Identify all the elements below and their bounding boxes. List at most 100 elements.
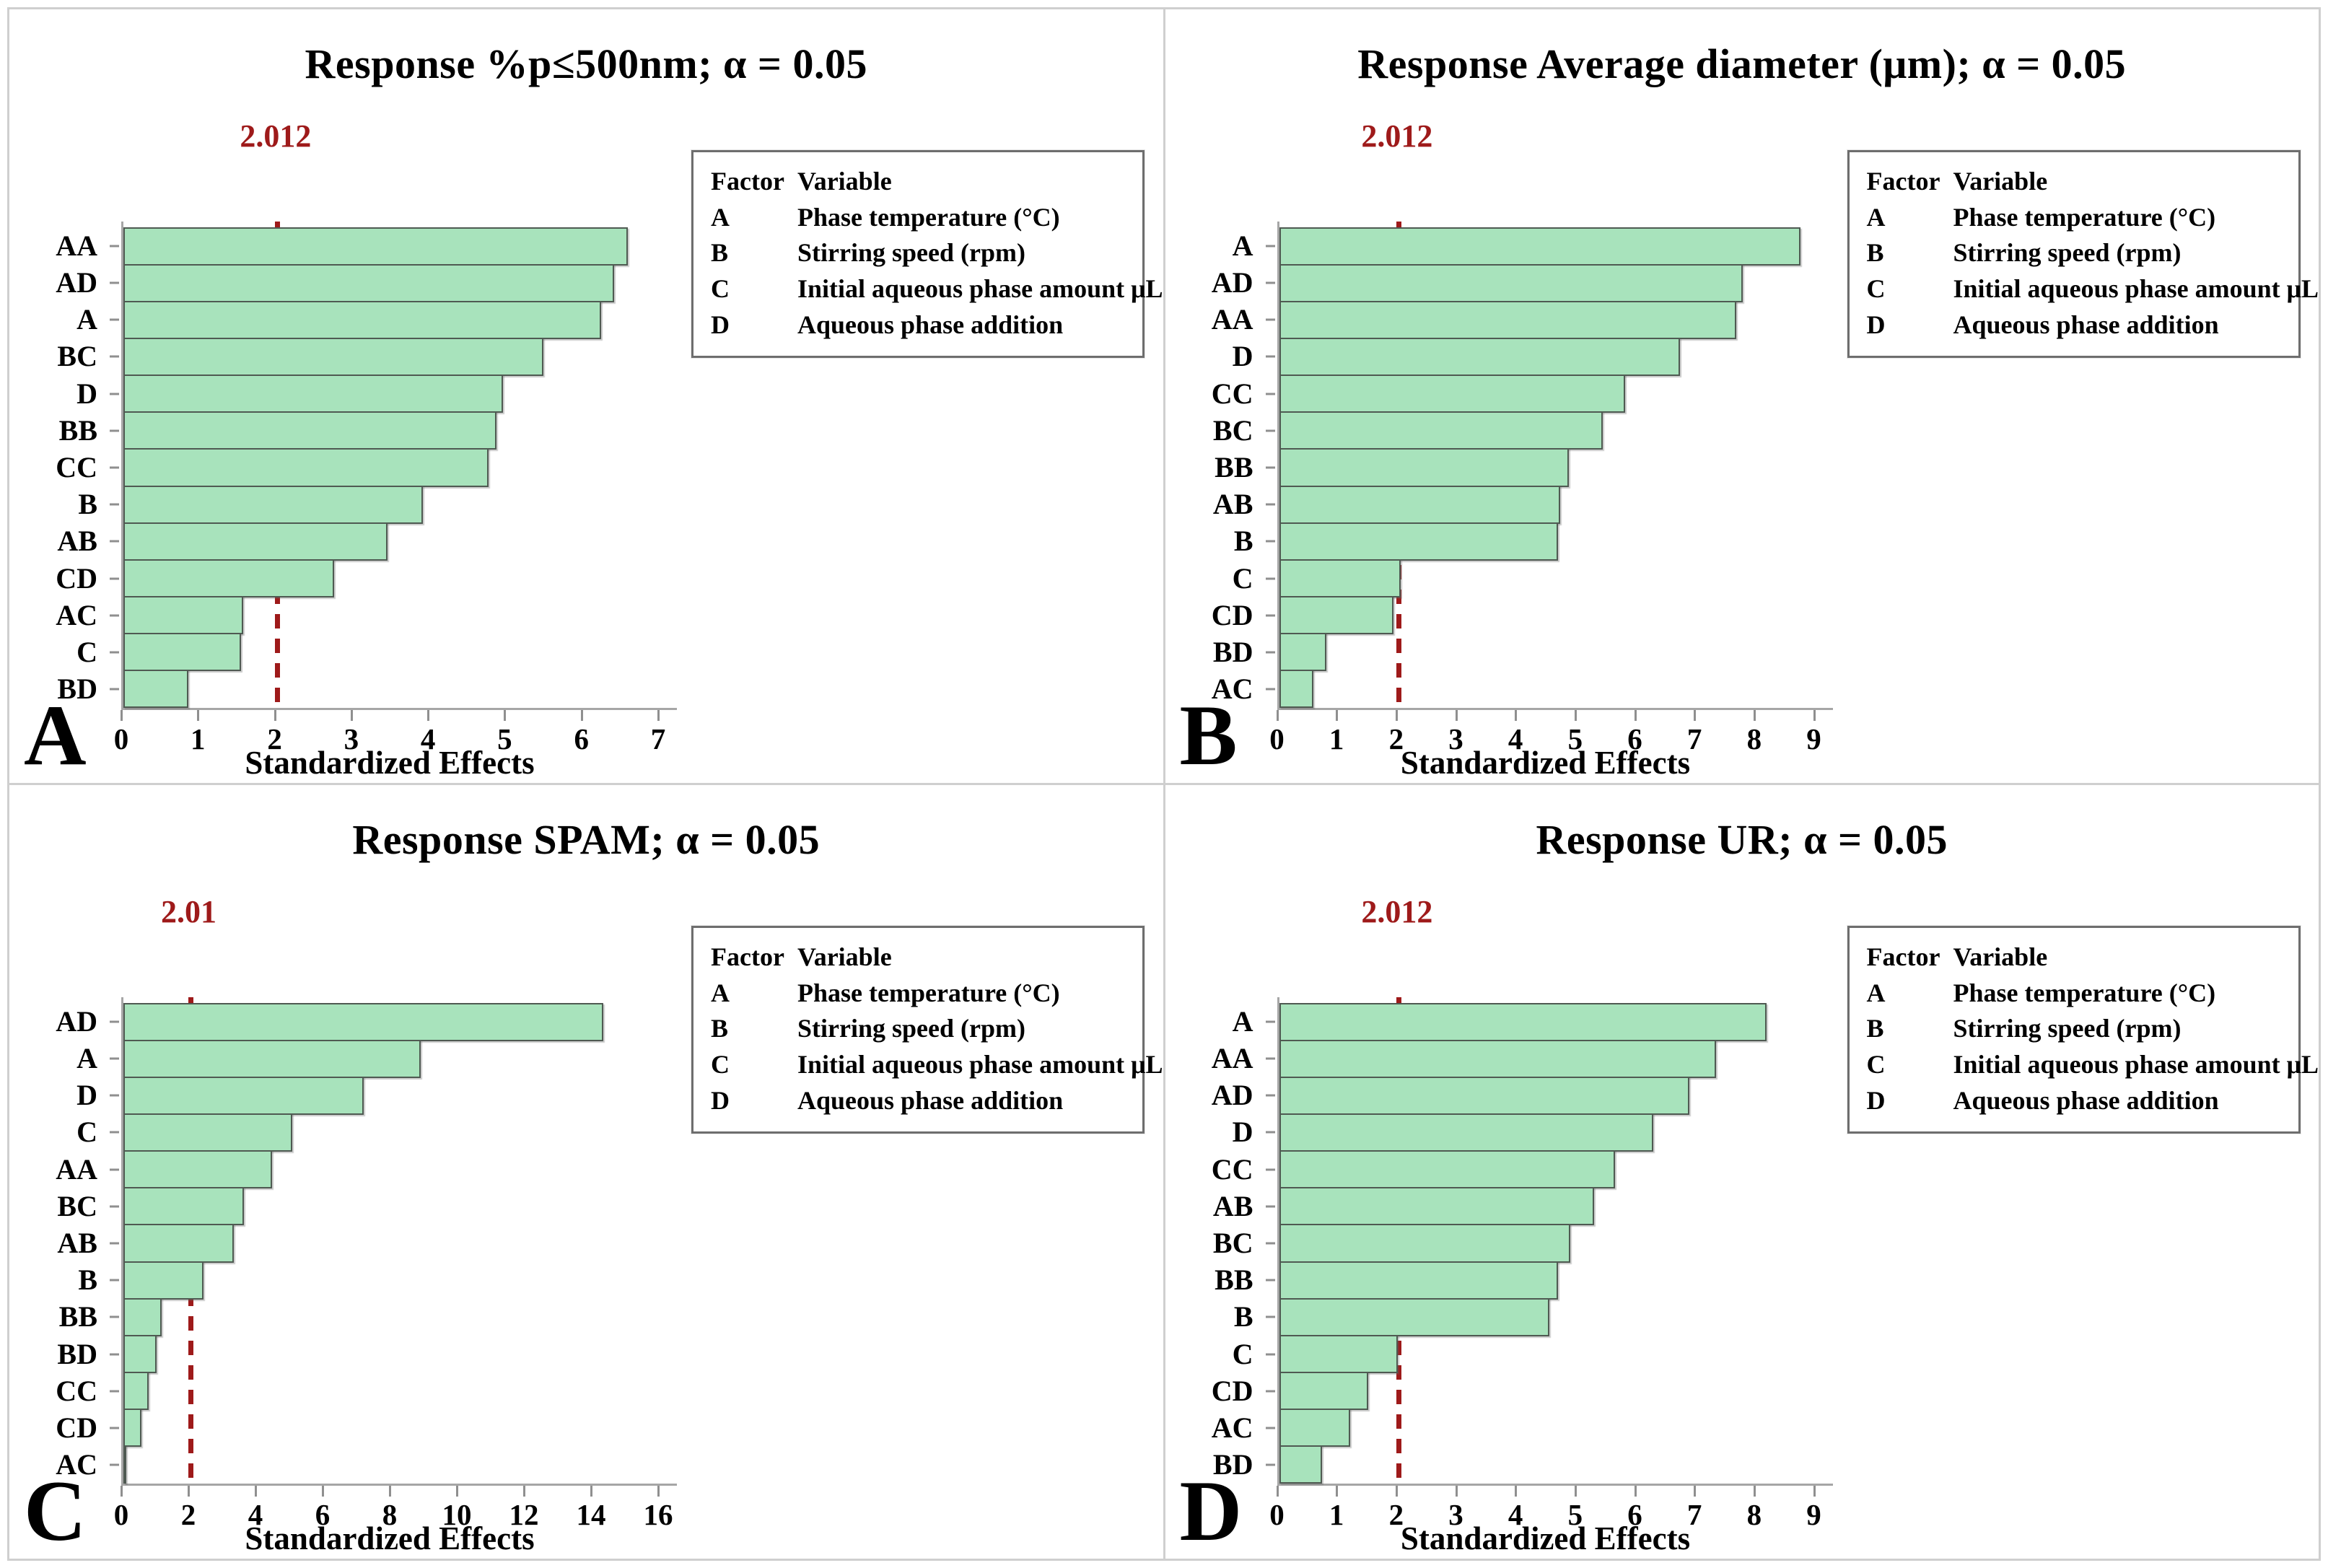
- y-tick-icon: [1265, 355, 1275, 358]
- y-tick-icon: [1265, 393, 1275, 395]
- x-tick-icon: [1276, 710, 1279, 721]
- x-tick-icon: [1694, 710, 1697, 721]
- bar: [1279, 1003, 1767, 1042]
- category-row: AD: [1165, 1077, 1275, 1113]
- bar-row: [123, 485, 658, 524]
- legend-factor: C: [1866, 1050, 1886, 1079]
- bar-row: [1279, 1077, 1814, 1116]
- bars: [1279, 227, 1814, 709]
- x-tick-icon: [1455, 710, 1458, 721]
- bar: [1279, 522, 1559, 561]
- category-label: AD: [1211, 1079, 1253, 1112]
- category-label: D: [1232, 1116, 1253, 1149]
- legend-variable: Variable: [797, 942, 892, 971]
- legend-factor: Factor: [711, 167, 784, 196]
- category-row: AC: [1165, 671, 1275, 708]
- bar: [1279, 1445, 1322, 1484]
- legend-header-row: Factor Variable: [1867, 164, 2290, 200]
- legend-factor: A: [1866, 978, 1886, 1007]
- category-label: BC: [57, 340, 97, 373]
- bar: [1279, 1371, 1368, 1410]
- bar: [123, 1150, 273, 1189]
- x-tick-label: 5: [1567, 722, 1583, 755]
- bar: [1279, 559, 1401, 597]
- bar: [123, 338, 544, 377]
- x-tick-icon: [322, 1486, 324, 1497]
- y-tick-icon: [110, 1020, 119, 1023]
- x-axis: 0 1 2 3 4 5 6 7 8 9: [1269, 708, 1833, 766]
- x-tick-icon: [121, 710, 123, 721]
- category-row: BC: [9, 1188, 119, 1225]
- category-label: CD: [1211, 1374, 1253, 1407]
- legend-factor: D: [711, 1085, 730, 1115]
- category-row: BC: [9, 338, 119, 375]
- bar-row: [123, 1334, 658, 1373]
- bar: [1279, 338, 1681, 377]
- bar: [123, 264, 614, 303]
- x-tick-label: 5: [1567, 1498, 1583, 1531]
- legend-factor: A: [711, 202, 730, 232]
- category-row: AA: [1165, 1040, 1275, 1077]
- reference-line-label: 2.012: [240, 118, 312, 154]
- x-tick-icon: [1574, 1486, 1577, 1497]
- bar: [123, 1371, 149, 1410]
- legend-factor: D: [1866, 1085, 1886, 1115]
- y-tick-icon: [110, 577, 119, 580]
- category-label: C: [1232, 561, 1253, 595]
- y-tick-icon: [1265, 466, 1275, 469]
- figure-grid: Response %p≤500nm; α = 0.05 2.012 AA AD A B…: [7, 7, 2321, 1561]
- legend-row: D Aqueous phase addition: [1867, 1083, 2290, 1119]
- bar-row: [1279, 301, 1814, 340]
- bar-row: [123, 1297, 658, 1336]
- x-tick-icon: [1515, 710, 1518, 721]
- y-tick-icon: [110, 1131, 119, 1134]
- x-tick-label: 10: [442, 1498, 472, 1531]
- bar-row: [123, 522, 658, 561]
- bars: [123, 1003, 658, 1484]
- category-label: BB: [1215, 451, 1253, 484]
- legend-factor: Factor: [711, 942, 784, 971]
- bar: [123, 1113, 292, 1152]
- y-tick-icon: [110, 1427, 119, 1429]
- y-tick-icon: [1265, 1463, 1275, 1466]
- category-label: B: [78, 488, 97, 521]
- category-label: B: [1233, 1300, 1253, 1333]
- category-row: BB: [9, 1299, 119, 1336]
- category-row: BD: [1165, 634, 1275, 671]
- x-tick-icon: [1634, 710, 1637, 721]
- category-label: AA: [1211, 1041, 1253, 1074]
- category-row: AD: [9, 1003, 119, 1040]
- legend-variable: Initial aqueous phase amount μL: [797, 1050, 1163, 1079]
- legend-row: D Aqueous phase addition: [711, 1083, 1134, 1119]
- category-label: CC: [56, 451, 97, 484]
- bar-row: [123, 1408, 658, 1447]
- bar-row: [1279, 1150, 1814, 1189]
- legend-variable: Phase temperature (°C): [1953, 978, 2216, 1007]
- x-tick-label: 4: [1507, 722, 1523, 755]
- bar: [1279, 301, 1737, 340]
- x-tick-label: 0: [1269, 722, 1285, 755]
- panel-letter: A: [24, 687, 87, 783]
- bar: [123, 1187, 244, 1226]
- y-tick-icon: [110, 1279, 119, 1282]
- bar: [1279, 1113, 1654, 1152]
- bar: [123, 559, 335, 597]
- x-tick-icon: [590, 1486, 592, 1497]
- bar-row: [123, 1113, 658, 1152]
- y-tick-icon: [110, 651, 119, 654]
- y-tick-icon: [110, 1205, 119, 1208]
- legend-variable: Initial aqueous phase amount μL: [797, 274, 1163, 304]
- legend-factor: B: [1866, 1014, 1884, 1043]
- category-row: BC: [1165, 412, 1275, 449]
- plot-area: [1277, 222, 1814, 709]
- bar-row: [123, 1371, 658, 1410]
- y-tick-icon: [110, 1168, 119, 1171]
- x-tick-label: 3: [1448, 1498, 1463, 1531]
- bar-row: [123, 227, 658, 266]
- bar: [1279, 227, 1801, 266]
- category-label: A: [1232, 229, 1253, 262]
- category-row: CD: [9, 1410, 119, 1447]
- legend-row: C Initial aqueous phase amount μL: [711, 271, 1163, 307]
- legend-row: A Phase temperature (°C): [1867, 976, 2290, 1012]
- y-tick-icon: [110, 503, 119, 506]
